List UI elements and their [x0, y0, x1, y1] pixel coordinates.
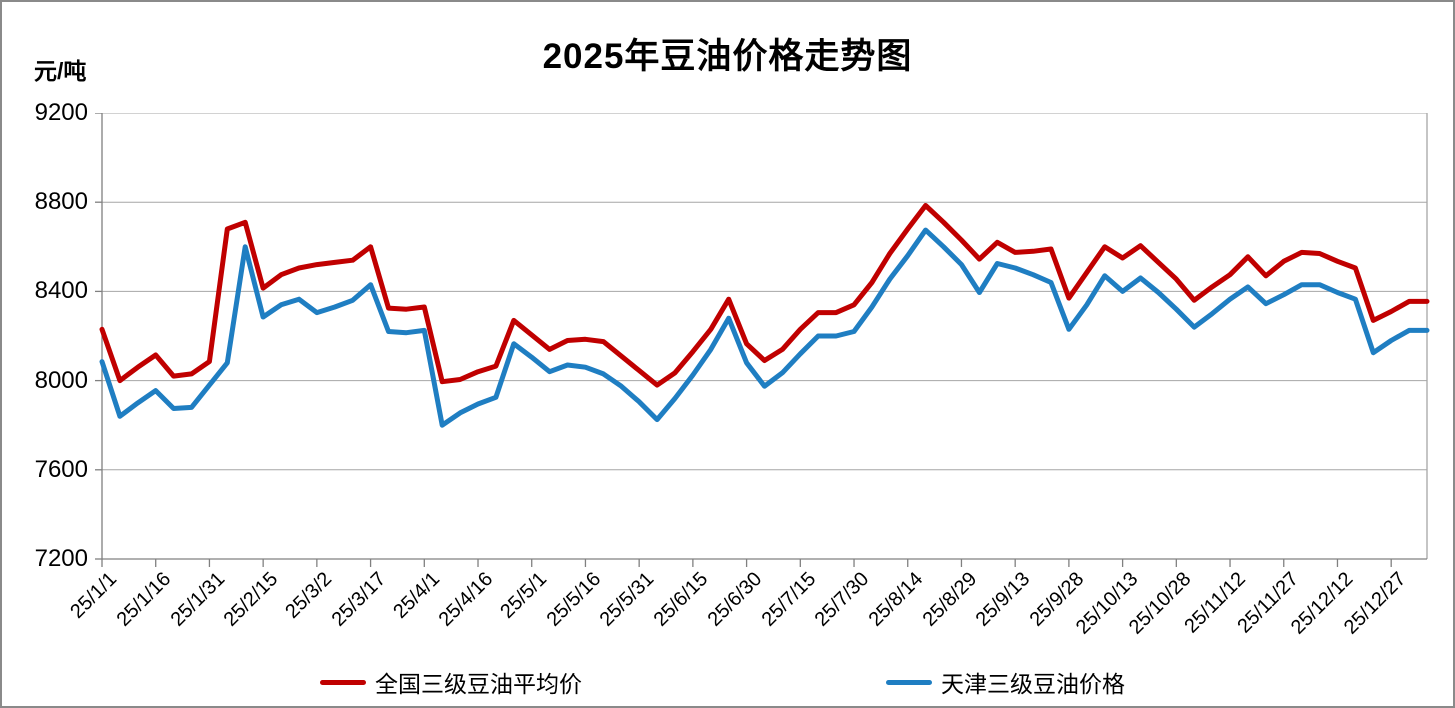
y-axis-tick-label: 8800	[34, 188, 88, 216]
national-series-line	[99, 203, 1430, 388]
y-axis-unit-label: 元/吨	[34, 58, 87, 84]
y-axis-tick-label: 8400	[34, 277, 88, 305]
y-axis-tick-label: 7200	[34, 545, 88, 572]
plot-area	[95, 113, 1430, 567]
y-axis-tick-label: 7600	[34, 455, 88, 483]
y-axis-tick-label: 9200	[34, 99, 88, 126]
legend-label-national: 全国三级豆油平均价	[375, 671, 582, 697]
national-series-line-swatch-icon	[320, 679, 366, 685]
y-axis-tick-label: 8000	[34, 366, 88, 394]
tianjin-series-line-swatch-icon	[886, 679, 932, 685]
legend-item-tianjin: 天津三级豆油价格	[886, 668, 1125, 697]
legend-item-national: 全国三级豆油平均价	[320, 668, 582, 697]
chart-title: 2025年豆油价格走势图	[542, 37, 913, 76]
tianjin-series-line	[99, 227, 1430, 428]
legend-label-tianjin: 天津三级豆油价格	[941, 671, 1125, 697]
